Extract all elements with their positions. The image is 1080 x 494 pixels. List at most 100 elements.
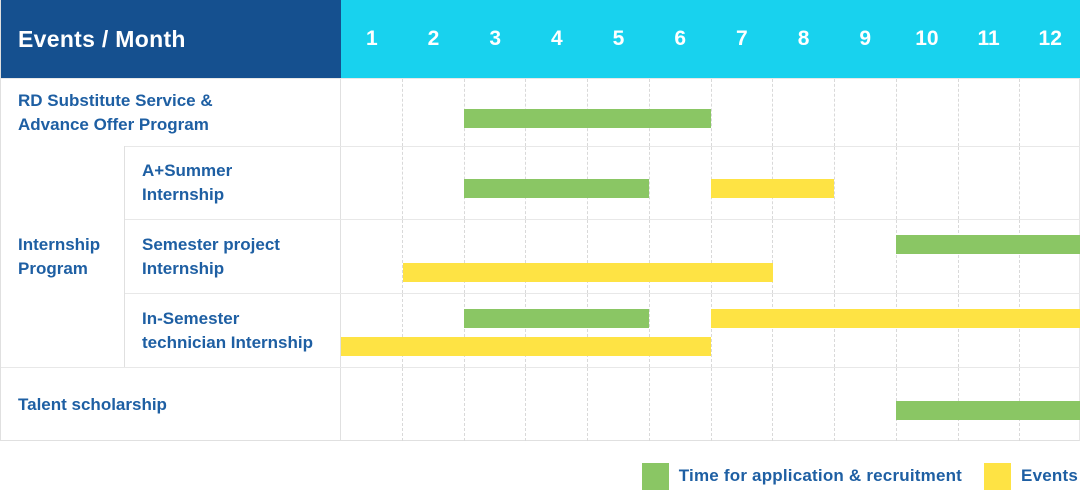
row-chart-area — [341, 220, 1080, 293]
month-grid-cell — [587, 220, 649, 293]
month-header-cell: 8 — [797, 27, 810, 50]
month-header-cell: 3 — [489, 27, 502, 50]
month-grid-cell — [463, 368, 526, 441]
month-grid-cell — [895, 294, 958, 367]
month-grid-cell — [957, 294, 1020, 367]
table-row: RD Substitute Service & Advance Offer Pr… — [1, 78, 1080, 146]
row-chart-area — [341, 368, 1080, 441]
month-header-cell: 12 — [1038, 27, 1062, 50]
row-chart-area — [341, 147, 1080, 219]
month-grid-cell — [341, 79, 402, 146]
month-grid-cell — [710, 220, 773, 293]
legend-label: Time for application & recruitment — [678, 466, 963, 485]
row-label: Semester project Internship — [125, 220, 341, 293]
month-grid-cell — [772, 220, 834, 293]
events-period-bar — [711, 309, 1080, 328]
month-grid-cell — [401, 220, 464, 293]
header-cell-events-month: Events / Month — [1, 0, 341, 78]
month-grid-cell — [401, 368, 464, 441]
row-label: A+Summer Internship — [125, 147, 341, 219]
month-grid-cell — [341, 368, 402, 441]
month-header-cell: 9 — [859, 27, 872, 50]
legend-item: Events — [984, 462, 1078, 490]
month-grid-cell — [648, 294, 711, 367]
month-grid-cell — [401, 147, 464, 219]
month-header-strip: 1 2 3 4 5 6 7 8 9 10 11 12 — [341, 0, 1080, 78]
table-row: Semester project Internship — [1, 219, 1080, 293]
month-grid-cell — [341, 220, 402, 293]
table-row: Talent scholarship — [1, 367, 1080, 441]
application-period-bar — [896, 235, 1080, 254]
events-table: Events / Month 1 2 3 4 5 6 7 8 9 10 11 12 RD Substi… — [0, 0, 1080, 441]
month-grid-cell — [957, 147, 1020, 219]
row-label: In-Semester technician Internship — [125, 294, 341, 367]
month-gridlines — [341, 220, 1080, 293]
events-period-bar — [341, 337, 711, 356]
group-label: Internship Program — [18, 234, 101, 278]
group-cell-internship-program: Internship Program — [1, 146, 125, 367]
month-header-cell: 6 — [674, 27, 687, 50]
month-grid-cell — [648, 368, 711, 441]
month-header-cell: 5 — [612, 27, 625, 50]
application-period-bar — [464, 179, 650, 198]
green-legend-swatch — [641, 462, 669, 490]
month-grid-cell — [525, 368, 587, 441]
yellow-legend-swatch — [984, 462, 1012, 490]
month-grid-cell — [1019, 294, 1080, 367]
application-period-bar — [464, 309, 650, 328]
month-grid-cell — [401, 79, 464, 146]
month-grid-cell — [957, 220, 1020, 293]
month-grid-cell — [1019, 147, 1080, 219]
month-grid-cell — [895, 147, 958, 219]
month-grid-cell — [710, 79, 773, 146]
row-label: RD Substitute Service & Advance Offer Pr… — [1, 79, 341, 146]
row-chart-area — [341, 79, 1080, 146]
events-period-bar — [402, 263, 773, 282]
month-grid-cell — [710, 368, 773, 441]
month-grid-cell — [772, 79, 834, 146]
month-grid-cell — [1019, 220, 1080, 293]
month-grid-cell — [463, 294, 526, 367]
month-grid-cell — [834, 147, 896, 219]
header-title: Events / Month — [18, 25, 186, 52]
month-grid-cell — [341, 147, 402, 219]
row-label: Talent scholarship — [1, 368, 341, 441]
month-grid-cell — [463, 147, 526, 219]
month-grid-cell — [1019, 79, 1080, 146]
legend-item: Time for application & recruitment — [641, 462, 963, 490]
month-header-cell: 7 — [736, 27, 748, 50]
table-row: A+Summer Internship — [1, 146, 1080, 219]
legend: Time for application & recruitment Events — [620, 461, 1078, 491]
legend-label: Events — [1021, 466, 1078, 485]
month-grid-cell — [648, 220, 711, 293]
month-grid-cell — [834, 79, 896, 146]
application-period-bar — [464, 109, 711, 128]
month-grid-cell — [957, 79, 1020, 146]
month-grid-cell — [525, 294, 587, 367]
row-chart-area — [341, 294, 1080, 367]
month-header-cell: 4 — [551, 27, 563, 50]
month-gridlines — [341, 294, 1080, 367]
month-header-cell: 2 — [427, 27, 440, 50]
month-grid-cell — [463, 220, 526, 293]
month-grid-cell — [341, 294, 402, 367]
month-grid-cell — [834, 368, 896, 441]
month-grid-cell — [772, 368, 834, 441]
month-grid-cell — [587, 368, 649, 441]
month-grid-cell — [587, 294, 649, 367]
month-header-cell: 10 — [915, 27, 939, 50]
month-grid-cell — [834, 294, 896, 367]
month-header-cell: 1 — [365, 27, 378, 50]
month-grid-cell — [834, 220, 896, 293]
month-grid-cell — [710, 147, 773, 219]
month-grid-cell — [895, 79, 958, 146]
application-period-bar — [896, 401, 1080, 420]
table-header-row: Events / Month 1 2 3 4 5 6 7 8 9 10 11 12 — [1, 0, 1080, 78]
month-header-cell: 11 — [977, 27, 1000, 50]
month-grid-cell — [895, 220, 958, 293]
month-grid-cell — [648, 147, 711, 219]
events-period-bar — [711, 179, 835, 198]
month-grid-cell — [401, 294, 464, 367]
month-grid-cell — [710, 294, 773, 367]
